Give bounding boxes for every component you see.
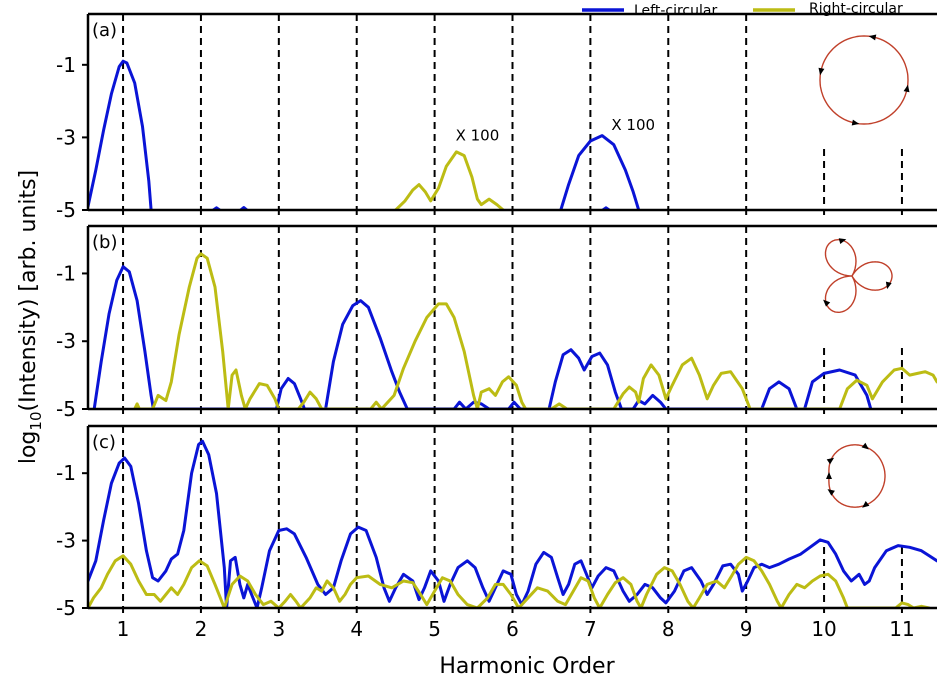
orbit-arrow [826,457,835,465]
panels: -1 -3 -5 (a) X 100 X 100 -1 -3 -5 (b) -1 -3 -5 1 2 3 4 5 6… [56,12,937,641]
inset-orbit-circle [818,34,910,126]
series-group [92,252,937,409]
y-axis-title-rest: (Intensity) [arb. units] [16,170,41,412]
y-axis-title-main: log [16,431,41,465]
y-axis-title-subscript: 10 [27,412,45,431]
orbit-arrow [851,119,860,126]
orbit-arrow [823,299,831,307]
scale-annotation: X 100 [611,116,655,134]
orbit-arrow [868,34,877,41]
y-tick-label: -3 [56,529,76,553]
orbit-path [824,239,893,313]
y-axis-title: log10(Intensity) [arb. units] [16,170,45,464]
x-tick-label: 1 [117,617,130,641]
x-tick-label: 10 [811,617,836,641]
x-axis-title: Harmonic Order [439,654,615,679]
orbit-arrow [826,472,832,479]
y-tick-label: -1 [56,461,76,485]
x-tick-label: 9 [740,617,753,641]
right-circular-series [133,252,937,409]
orbit-arrow [885,281,892,290]
orbit-arrow [818,67,825,76]
orbit-arrow [827,489,835,496]
y-tick-label: -3 [56,329,76,353]
y-tick-label: -5 [56,397,76,421]
series-group [88,439,937,608]
x-tick-label: 11 [889,617,914,641]
x-tick-label: 7 [584,617,597,641]
series-group [88,59,641,210]
legend: Left-circular Right-circular [582,1,903,19]
x-tick-label: 6 [506,617,519,641]
orbit-arrow [862,501,870,508]
y-tick-label: -1 [56,53,76,77]
inset-orbit-trefoil [823,238,893,313]
x-tick-label: 2 [195,617,208,641]
y-tick-label: -5 [56,596,76,620]
x-tick-label: 4 [350,617,363,641]
scale-annotation: X 100 [456,127,500,145]
y-tick-label: -3 [56,125,76,149]
y-tick-label: -5 [56,198,76,222]
orbit-arrow [861,442,869,450]
panel-3: -1 -3 -5 1 2 3 4 5 6 7 8 9 10 11 (c) [56,424,937,641]
panel-label: (c) [92,432,116,453]
x-tick-label: 5 [428,617,441,641]
left-circular-series [88,439,937,608]
x-tick-label: 8 [662,617,675,641]
right-circular-series [394,150,505,210]
left-circular-series [92,265,873,409]
panel-2: -1 -3 -5 (b) [56,224,937,421]
inset-orbit-limacon [826,442,886,508]
left-circular-series [88,59,153,210]
right-circular-series [88,554,931,608]
y-tick-label: -1 [56,261,76,285]
orbit-path [819,35,909,125]
panel-label: (a) [92,20,117,41]
x-tick-label: 3 [272,617,285,641]
panel-label: (b) [92,232,117,253]
panel-1: -1 -3 -5 (a) X 100 X 100 [56,12,937,222]
left-circular-series [559,134,641,210]
legend-left-label: Left-circular [634,3,717,19]
orbit-path [828,444,886,508]
orbit-arrow [838,238,847,244]
orbit-arrow [903,84,910,93]
